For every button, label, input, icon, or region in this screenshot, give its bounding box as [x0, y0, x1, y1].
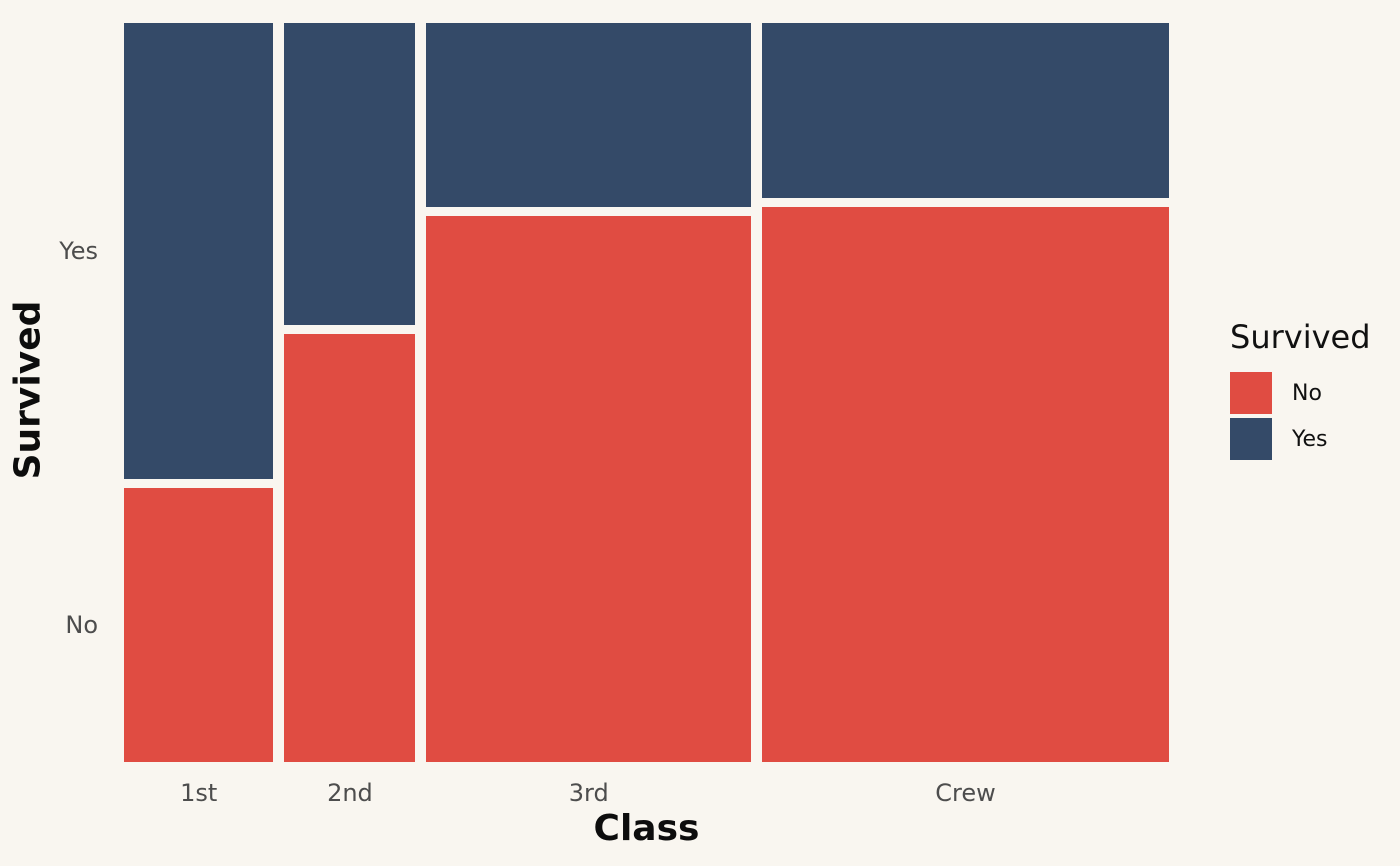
- plot-panel: [124, 23, 1169, 762]
- legend: Survived No Yes: [1230, 318, 1371, 464]
- legend-entry-yes: Yes: [1230, 418, 1371, 460]
- mosaic-segment-2nd-yes: [284, 23, 416, 326]
- legend-label-yes: Yes: [1292, 426, 1328, 452]
- y-tick-no: No: [65, 610, 98, 639]
- mosaic-segment-1st-no: [124, 487, 274, 762]
- mosaic-segment-1st-yes: [124, 23, 274, 479]
- legend-swatch-no: [1230, 372, 1272, 414]
- mosaic-segment-crew-no: [762, 206, 1169, 762]
- legend-label-no: No: [1292, 380, 1322, 406]
- mosaic-segment-2nd-no: [284, 334, 416, 762]
- legend-entry-no: No: [1230, 372, 1371, 414]
- y-tick-yes: Yes: [59, 236, 98, 265]
- x-axis-title: Class: [593, 808, 700, 849]
- mosaic-segment-3rd-no: [426, 216, 752, 762]
- legend-swatch-yes: [1230, 418, 1272, 460]
- x-tick-crew: Crew: [935, 779, 996, 807]
- x-tick-3rd: 3rd: [568, 779, 609, 807]
- x-tick-2nd: 2nd: [327, 779, 373, 807]
- y-axis-title: Survived: [7, 300, 49, 480]
- mosaic-segment-3rd-yes: [426, 23, 752, 208]
- legend-title: Survived: [1230, 318, 1371, 356]
- x-tick-1st: 1st: [180, 779, 218, 807]
- mosaic-segment-crew-yes: [762, 23, 1169, 198]
